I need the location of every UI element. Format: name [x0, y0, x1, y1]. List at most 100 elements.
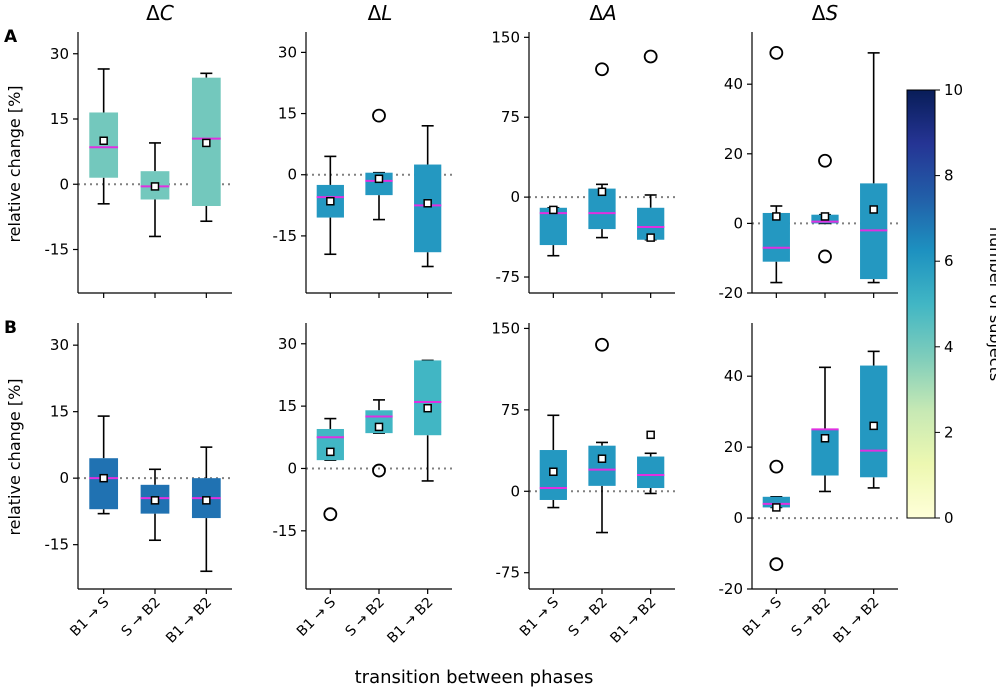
- box-2: [140, 142, 170, 238]
- iqr-box: [860, 365, 888, 478]
- colorbar: 0 2 4 6 8 10 number of subjects: [906, 81, 996, 527]
- y-tick-label: -20: [719, 284, 744, 302]
- y-tick-label: 20: [724, 145, 743, 163]
- column-title-c-delta: Δ: [146, 1, 160, 25]
- panel-a-3: -75 0 75 150: [491, 28, 675, 298]
- panel-a-1: -15 0 15 30: [45, 32, 232, 298]
- x-axis-label: transition between phases: [355, 667, 594, 688]
- panel-a-2: -15 0 15 30: [273, 32, 452, 298]
- iqr-box: [89, 112, 119, 178]
- box-1: [316, 417, 344, 522]
- mean-marker: [772, 212, 781, 221]
- y-tick-label: -75: [496, 268, 521, 286]
- box-2: [811, 366, 839, 493]
- y-tick-label: 75: [501, 108, 520, 126]
- y-tick-label: 0: [287, 166, 297, 184]
- x-tick-label: B1 → B2: [384, 595, 436, 647]
- y-tick-label: 30: [278, 43, 297, 61]
- x-tick-label: B1 → S: [740, 594, 785, 639]
- x-tick-label: B1 → S: [294, 594, 339, 639]
- y-tick-label: 0: [510, 482, 520, 500]
- mean-marker: [99, 473, 108, 483]
- mean-marker: [423, 403, 432, 413]
- colorbar-tick-label: 0: [944, 509, 954, 527]
- outlier-point: [595, 62, 609, 77]
- iqr-box: [637, 456, 665, 489]
- y-tick-label: -15: [45, 536, 70, 554]
- colorbar-label: number of subjects: [986, 227, 996, 381]
- y-tick-label: -75: [496, 564, 521, 582]
- box-1: [762, 45, 790, 284]
- x-tick-label: S → B2: [343, 595, 388, 640]
- mean-marker: [549, 205, 558, 215]
- y-axis-label-bottom: relative change [%]: [5, 378, 24, 535]
- iqr-box: [414, 164, 442, 253]
- column-titles: ΔC ΔL ΔA ΔS: [146, 1, 838, 25]
- iqr-box: [414, 360, 442, 436]
- x-tick-label: S → B2: [789, 595, 834, 640]
- mean-marker: [869, 421, 878, 431]
- box-2: [811, 153, 839, 264]
- iqr-box: [762, 496, 790, 508]
- column-title-l: ΔL: [368, 1, 393, 25]
- box-2: [365, 108, 393, 221]
- x-tick-label: B1 → B2: [163, 595, 215, 647]
- panel-a-4: -20 0 20 40: [719, 32, 898, 302]
- outlier-point: [818, 249, 832, 264]
- box-3: [860, 350, 888, 489]
- box-3: [191, 72, 221, 223]
- box-2: [588, 62, 616, 239]
- box-2: [588, 337, 616, 534]
- x-tick-label: B1 → S: [517, 594, 562, 639]
- y-tick-label: 30: [50, 45, 69, 63]
- colorbar-tick-label: 10: [944, 81, 963, 99]
- outlier-point: [769, 459, 784, 474]
- mean-marker: [202, 138, 211, 148]
- mean-marker: [549, 467, 558, 476]
- colorbar-tick-label: 4: [944, 338, 954, 356]
- outlier-point: [595, 337, 609, 352]
- box-1: [762, 459, 790, 572]
- box-2: [365, 399, 393, 478]
- box-3: [637, 49, 665, 242]
- y-tick-label: -15: [45, 241, 70, 259]
- y-tick-label: 15: [50, 403, 69, 421]
- colorbar-tick-label: 8: [944, 167, 954, 185]
- y-tick-label: 0: [733, 214, 743, 232]
- box-1: [539, 205, 567, 257]
- column-title-a-var: A: [601, 1, 617, 25]
- y-tick-label: -20: [719, 580, 744, 598]
- box-3: [860, 52, 888, 284]
- row-label-a: A: [4, 27, 18, 47]
- outlier-point: [643, 49, 658, 64]
- box-3: [191, 446, 221, 573]
- colorbar-ticks: 0 2 4 6 8 10: [935, 81, 963, 527]
- x-tick-label: S → B2: [566, 595, 611, 640]
- mean-marker: [150, 496, 160, 505]
- y-tick-label: 0: [510, 188, 520, 206]
- y-tick-label: 40: [724, 75, 743, 93]
- y-tick-label: 150: [491, 28, 520, 46]
- mean-marker: [597, 454, 607, 463]
- mean-marker: [869, 205, 878, 214]
- y-tick-label: 20: [724, 438, 743, 456]
- y-tick-label: 0: [59, 175, 69, 193]
- y-tick-label: 15: [278, 397, 297, 415]
- box-3: [414, 359, 442, 482]
- panels: -1501530-1501530-75075150-2002040-150153…: [45, 28, 898, 647]
- mean-marker: [326, 447, 335, 457]
- box-1: [89, 68, 119, 205]
- y-tick-label: 75: [501, 401, 520, 419]
- y-tick-label: 30: [278, 335, 297, 353]
- column-title-c-var: C: [160, 1, 174, 25]
- mean-marker: [597, 187, 607, 197]
- column-title-a: ΔA: [589, 1, 616, 25]
- colorbar-gradient: [906, 89, 936, 519]
- mean-marker: [820, 212, 830, 221]
- y-tick-label: 0: [287, 459, 297, 477]
- iqr-box: [588, 445, 616, 486]
- box-3: [414, 124, 442, 268]
